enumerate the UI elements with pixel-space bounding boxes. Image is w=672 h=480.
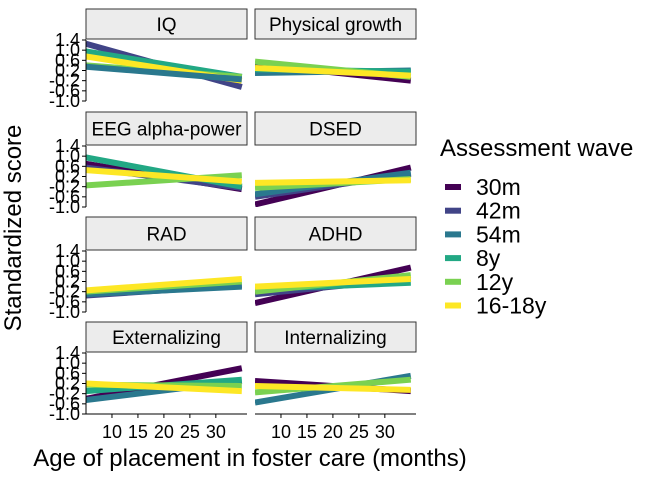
y-tick-label: 1.4	[55, 241, 80, 261]
x-tick-label: 25	[349, 422, 369, 442]
series-line-16-18y	[255, 177, 411, 186]
y-tick-label: 0.2	[55, 61, 80, 81]
facet-panel: DSED	[254, 111, 417, 207]
legend-label: 16-18y	[476, 293, 547, 319]
facet-panel: Physical growth	[254, 8, 417, 84]
series-line-16-18y	[255, 383, 411, 393]
legend-label: 54m	[476, 221, 521, 247]
facet-strip	[85, 216, 248, 251]
series-line-16-18y	[86, 167, 243, 185]
series-lines	[86, 154, 243, 193]
y-tick-label: 1.4	[55, 136, 80, 156]
x-tick-label: 10	[271, 422, 291, 442]
series-line-54m	[86, 63, 243, 83]
x-axis-title: Age of placement in foster care (months)	[33, 445, 467, 472]
facet-strip	[254, 111, 417, 146]
x-tick-label: 15	[128, 422, 148, 442]
facet-strip	[254, 216, 417, 251]
series-line-16-18y	[255, 275, 411, 290]
series-line-16-18y	[86, 275, 243, 294]
facet-title: RAD	[146, 225, 186, 246]
x-tick-label: 30	[206, 422, 226, 442]
y-tick-label: -0.6	[49, 81, 80, 101]
legend-label: 12y	[476, 269, 514, 295]
y-tick-label: 0.6	[55, 156, 80, 176]
legend-label: 30m	[476, 174, 521, 200]
y-tick-label: 1.4	[55, 343, 80, 363]
y-tick-label: 1.0	[55, 40, 80, 60]
y-tick-label: 1.0	[55, 353, 80, 373]
y-tick-label: -0.2	[49, 177, 80, 197]
facet-panel: RAD -1.0-0.6-0.20.20.61.01.4	[49, 216, 248, 322]
y-tick-label: -1.0	[49, 91, 80, 111]
x-tick-label: 30	[375, 422, 395, 442]
facet-strip	[85, 321, 248, 353]
facet-panel: Internalizing 10 15 20 25 30	[254, 321, 417, 442]
facet-panel: EEG alpha-power -1.0-0.6-0.20.20.61.01.4	[49, 111, 248, 217]
y-tick-label: 1.0	[55, 146, 80, 166]
facet-panel: ADHD	[254, 216, 417, 307]
series-line-16-18y	[86, 380, 242, 395]
series-lines	[86, 365, 243, 403]
facet-panel: Externalizing -1.0-0.6-0.20.20.61.01.4 10 1…	[49, 321, 248, 442]
facet-title: IQ	[156, 15, 176, 36]
x-tick-label: 15	[297, 422, 317, 442]
facet-strip	[254, 321, 417, 353]
y-tick-label: -0.6	[49, 187, 80, 207]
facet-title: Physical growth	[269, 15, 402, 36]
y-tick-label: 0.6	[55, 50, 80, 70]
y-tick-label: 0.6	[55, 261, 80, 281]
series-lines	[255, 372, 412, 406]
y-tick-label: 0.2	[55, 374, 80, 394]
facet-panel: IQ -1.0-0.6-0.20.20.61.01.4	[49, 8, 248, 111]
legend-label: 8y	[476, 245, 501, 271]
facet-title: DSED	[309, 120, 362, 141]
facet-title: Externalizing	[112, 328, 221, 349]
y-tick-label: 1.0	[55, 251, 80, 271]
x-tick-label: 20	[154, 422, 174, 442]
legend-title: Assessment wave	[440, 135, 633, 162]
series-lines	[255, 264, 412, 307]
y-tick-label: 0.2	[55, 272, 80, 292]
facet-strip	[254, 8, 417, 40]
series-lines	[86, 40, 243, 90]
y-tick-label: 0.2	[55, 167, 80, 187]
y-tick-label: -0.2	[49, 282, 80, 302]
y-tick-label: -0.6	[49, 292, 80, 312]
series-lines	[255, 164, 412, 207]
facet-strip	[85, 111, 248, 146]
facet-strip	[85, 8, 248, 40]
y-tick-label: -1.0	[49, 404, 80, 424]
y-tick-label: -0.2	[49, 384, 80, 404]
series-lines	[255, 58, 412, 84]
legend-label: 42m	[476, 198, 521, 224]
y-tick-label: -1.0	[49, 302, 80, 322]
series-line-16-18y	[255, 64, 411, 79]
facet-title: Internalizing	[284, 328, 386, 349]
y-axis-title: Standardized score	[0, 125, 27, 332]
series-lines	[86, 275, 243, 299]
y-tick-label: 0.6	[55, 363, 80, 383]
y-tick-label: 1.4	[55, 30, 80, 50]
x-tick-label: 10	[102, 422, 122, 442]
x-tick-label: 25	[180, 422, 200, 442]
facet-title: EEG alpha-power	[92, 120, 243, 141]
y-tick-label: -1.0	[49, 197, 80, 217]
y-tick-label: -0.2	[49, 71, 80, 91]
y-tick-label: -0.6	[49, 394, 80, 414]
x-tick-label: 20	[323, 422, 343, 442]
facet-title: ADHD	[309, 225, 363, 246]
